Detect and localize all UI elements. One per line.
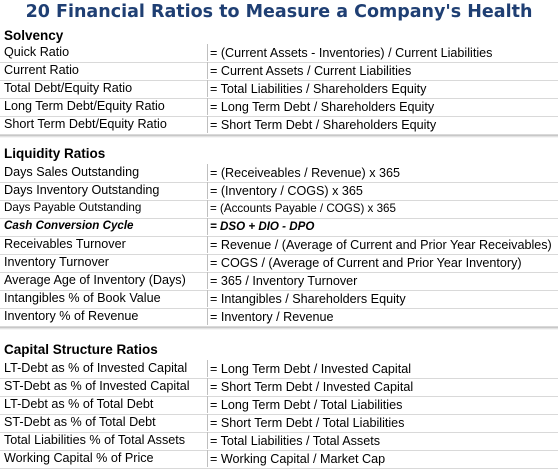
section-heading-capital-structure: Capital Structure Ratios <box>4 342 158 357</box>
ratio-name: Total Liabilities % of Total Assets <box>4 433 186 447</box>
ratio-formula: = COGS / (Average of Current and Prior Y… <box>207 254 522 271</box>
ratio-name: Long Term Debt/Equity Ratio <box>4 99 165 113</box>
ratio-row: Current Ratio = Current Assets / Current… <box>0 62 558 81</box>
ratio-name: LT-Debt as % of Invested Capital <box>4 361 188 375</box>
ratio-row: LT-Debt as % of Total Debt = Long Term D… <box>0 396 558 415</box>
ratio-name: Average Age of Inventory (Days) <box>4 273 186 287</box>
section-divider-shadow <box>0 136 558 138</box>
section-divider-shadow <box>0 328 558 330</box>
ratio-name: LT-Debt as % of Total Debt <box>4 397 154 411</box>
ratio-row: Inventory Turnover = COGS / (Average of … <box>0 254 558 273</box>
ratio-name: Inventory Turnover <box>4 255 109 269</box>
ratio-name: Days Sales Outstanding <box>4 165 140 179</box>
ratio-row: ST-Debt as % of Total Debt = Short Term … <box>0 414 558 433</box>
ratio-formula: = Inventory / Revenue <box>207 308 334 325</box>
ratio-formula: = (Inventory / COGS) x 365 <box>207 182 363 199</box>
ratio-name: ST-Debt as % of Invested Capital <box>4 379 190 393</box>
ratio-row: Quick Ratio = (Current Assets - Inventor… <box>0 44 558 63</box>
ratio-formula: = Long Term Debt / Total Liabilities <box>207 396 402 413</box>
ratio-formula: = Short Term Debt / Shareholders Equity <box>207 116 436 133</box>
ratio-formula: = Short Term Debt / Invested Capital <box>207 378 413 395</box>
ratio-name: Working Capital % of Price <box>4 451 154 465</box>
ratio-row: Total Debt/Equity Ratio = Total Liabilit… <box>0 80 558 99</box>
page-title: 20 Financial Ratios to Measure a Company… <box>25 2 533 22</box>
ratio-formula: = (Current Assets - Inventories) / Curre… <box>207 44 492 61</box>
ratio-name: Days Payable Outstanding <box>4 201 142 214</box>
ratio-row: Days Payable Outstanding = (Accounts Pay… <box>0 200 558 219</box>
ratio-name: Intangibles % of Book Value <box>4 291 161 305</box>
ratio-formula: = Long Term Debt / Invested Capital <box>207 360 411 377</box>
ratio-formula: = (Accounts Payable / COGS) x 365 <box>207 200 396 217</box>
ratio-formula: = 365 / Inventory Turnover <box>207 272 357 289</box>
ratio-name: Cash Conversion Cycle <box>4 219 134 232</box>
ratio-name: Short Term Debt/Equity Ratio <box>4 117 167 131</box>
ratio-row: Receivables Turnover = Revenue / (Averag… <box>0 236 558 255</box>
ratio-formula: = Current Assets / Current Liabilities <box>207 62 411 79</box>
ratio-formula: = Long Term Debt / Shareholders Equity <box>207 98 434 115</box>
ratio-name: Receivables Turnover <box>4 237 126 251</box>
ratio-row: Inventory % of Revenue = Inventory / Rev… <box>0 308 558 327</box>
ratio-formula: = DSO + DIO - DPO <box>207 218 314 235</box>
ratio-name: Days Inventory Outstanding <box>4 183 160 197</box>
ratio-row: Intangibles % of Book Value = Intangible… <box>0 290 558 309</box>
ratio-name: Inventory % of Revenue <box>4 309 139 323</box>
ratio-row: Short Term Debt/Equity Ratio = Short Ter… <box>0 116 558 135</box>
ratio-formula: = Short Term Debt / Total Liabilities <box>207 414 404 431</box>
section-heading-solvency: Solvency <box>4 28 64 43</box>
ratio-formula: = Revenue / (Average of Current and Prio… <box>207 236 552 253</box>
ratio-row: Total Liabilities % of Total Assets = To… <box>0 432 558 451</box>
section-divider <box>0 327 558 328</box>
ratio-name: Quick Ratio <box>4 45 70 59</box>
ratio-formula: = Total Liabilities / Total Assets <box>207 432 380 449</box>
ratio-row: Working Capital % of Price = Working Cap… <box>0 450 558 469</box>
ratio-row: Long Term Debt/Equity Ratio = Long Term … <box>0 98 558 117</box>
ratio-row: Days Sales Outstanding = (Receiveables /… <box>0 164 558 183</box>
ratio-formula: = Working Capital / Market Cap <box>207 450 385 467</box>
ratio-formula: = Intangibles / Shareholders Equity <box>207 290 406 307</box>
section-heading-liquidity: Liquidity Ratios <box>4 146 106 161</box>
ratio-row: Average Age of Inventory (Days) = 365 / … <box>0 272 558 291</box>
section-divider <box>0 135 558 136</box>
ratio-row: ST-Debt as % of Invested Capital = Short… <box>0 378 558 397</box>
ratio-name: Current Ratio <box>4 63 79 77</box>
ratio-name: Total Debt/Equity Ratio <box>4 81 133 95</box>
ratio-name: ST-Debt as % of Total Debt <box>4 415 156 429</box>
ratio-row: Days Inventory Outstanding = (Inventory … <box>0 182 558 201</box>
ratio-row: LT-Debt as % of Invested Capital = Long … <box>0 360 558 379</box>
ratio-formula: = (Receiveables / Revenue) x 365 <box>207 164 400 181</box>
ratio-row: Cash Conversion Cycle = DSO + DIO - DPO <box>0 218 558 237</box>
ratio-formula: = Total Liabilities / Shareholders Equit… <box>207 80 426 97</box>
